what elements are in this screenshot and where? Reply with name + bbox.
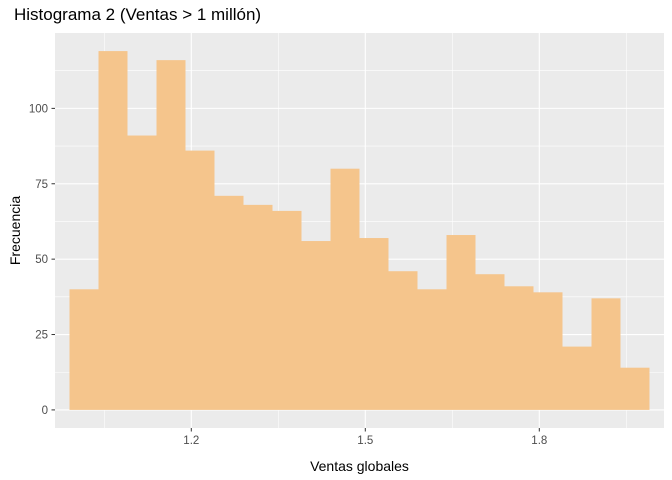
histogram-bar <box>417 289 447 410</box>
x-tick-label: 1.8 <box>531 435 547 447</box>
histogram-bars <box>69 51 650 410</box>
histogram-bar <box>620 367 650 410</box>
histogram-bar <box>533 292 563 410</box>
histogram-bar <box>591 298 621 410</box>
histogram-bar <box>272 210 302 410</box>
histogram-bar <box>214 195 244 410</box>
histogram-bar <box>475 274 505 410</box>
histogram-bar <box>127 135 157 410</box>
y-tick-label: 25 <box>35 330 48 342</box>
histogram-bar <box>69 289 99 410</box>
histogram-bar <box>330 168 360 410</box>
y-tick-label: 75 <box>35 179 48 191</box>
y-axis: 0 25 50 75 100 <box>29 103 55 417</box>
y-tick-label: 100 <box>29 103 48 115</box>
histogram-bar <box>504 286 534 410</box>
histogram-bar <box>301 241 331 410</box>
histogram-bar <box>446 235 476 410</box>
histogram-bar <box>185 150 215 410</box>
y-tick-label: 0 <box>42 405 48 417</box>
histogram-bar <box>98 51 128 410</box>
x-axis: 1.2 1.5 1.8 <box>183 428 547 447</box>
histogram-bar <box>243 204 273 410</box>
chart-title: Histograma 2 (Ventas > 1 millón) <box>14 5 262 24</box>
x-tick-label: 1.2 <box>183 435 199 447</box>
histogram-bar <box>388 271 418 410</box>
y-axis-title: Frecuencia <box>7 196 23 265</box>
x-axis-title: Ventas globales <box>310 458 409 474</box>
histogram-bar <box>359 238 389 410</box>
y-tick-label: 50 <box>35 254 48 266</box>
histogram-bar <box>562 346 592 410</box>
x-tick-label: 1.5 <box>357 435 373 447</box>
histogram-bar <box>156 60 186 410</box>
